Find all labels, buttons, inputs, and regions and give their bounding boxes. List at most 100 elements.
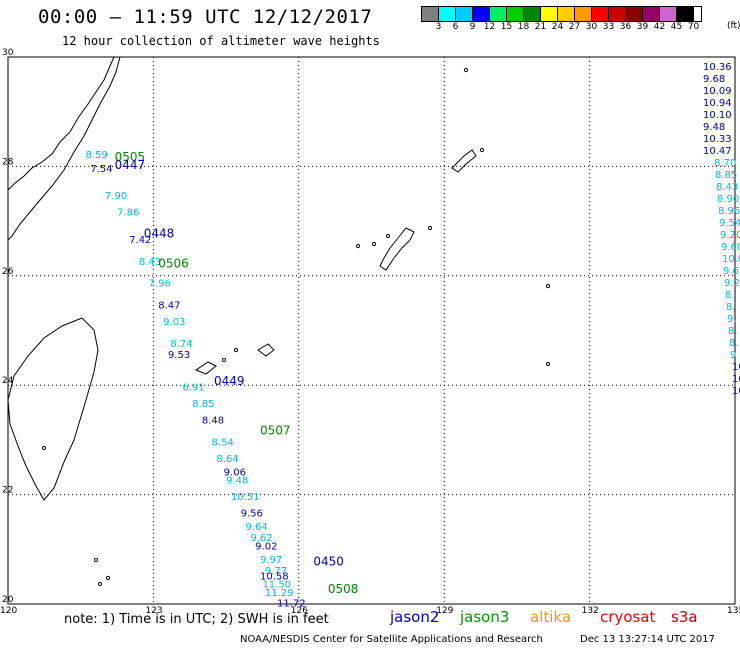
footer-organization: NOAA/NESDIS Center for Satellite Applica… (240, 634, 543, 645)
swh-value-label: 8. (729, 338, 739, 349)
lat-label: 24 (2, 376, 14, 386)
legend-swatch (609, 7, 626, 21)
lat-label: 20 (2, 595, 14, 605)
legend-label: 18 (517, 22, 530, 32)
lon-label: 126 (291, 606, 308, 616)
swh-value-label: 11.72 (277, 599, 306, 610)
legend-label: 30 (585, 22, 598, 32)
small-island (41, 445, 47, 451)
small-island (545, 361, 551, 367)
page-title: 00:00 – 11:59 UTC 12/12/2017 (38, 6, 373, 28)
legend-label: 70 (687, 22, 700, 32)
pass-time-label: 0450 (313, 555, 344, 569)
ishigaki-island (194, 361, 217, 375)
swh-value-label: 8.47 (158, 301, 180, 312)
swh-value-label: 10 (732, 362, 740, 373)
legend-label: 21 (534, 22, 547, 32)
legend-swatch (643, 7, 660, 21)
lat-label: 30 (2, 48, 14, 58)
legend-swatch (456, 7, 473, 21)
swh-value-label: 8.59 (86, 150, 108, 161)
small-island (93, 557, 99, 563)
footer-timestamp: Dec 13 13:27:14 UTC 2017 (580, 634, 715, 645)
swh-value-label: 10.0 (722, 254, 740, 265)
legend-unit: (ft) (727, 21, 740, 31)
legend-swatch (575, 7, 592, 21)
small-island (427, 225, 433, 231)
swh-value-label: 11.29 (265, 588, 294, 599)
legend-label: 45 (670, 22, 683, 32)
swh-value-label: 9.97 (260, 555, 282, 566)
satellite-altika: altika (530, 608, 572, 626)
legend-swatch (541, 7, 558, 21)
miyako-island (257, 343, 275, 357)
small-island (463, 67, 469, 73)
swh-value-label: 9 (730, 350, 736, 361)
swh-value-label: 8.43 (716, 182, 738, 193)
legend-swatch (626, 7, 643, 21)
pass-time-label: 0447 (115, 158, 146, 172)
swh-value-label: 9.03 (163, 317, 185, 328)
swh-value-label: 8.74 (170, 339, 192, 350)
swh-value-label: 9.2 (724, 278, 740, 289)
color-legend: 3 6 9 12 15 18 21 24 27 30 33 36 39 42 45 70 (ft) (421, 6, 740, 32)
legend-swatch (524, 7, 541, 21)
swh-value-label: 10.47 (703, 146, 732, 157)
swh-value-label: 8.54 (212, 437, 234, 448)
swh-value-label: 10 (732, 374, 740, 385)
legend-label: 39 (636, 22, 649, 32)
small-island (105, 575, 111, 581)
legend-label: 6 (452, 22, 459, 32)
swh-value-label: 9.77 (265, 566, 287, 577)
lon-label: 123 (145, 606, 162, 616)
legend-swatch (473, 7, 490, 21)
lat-label: 22 (2, 486, 13, 496)
legend-label: 33 (602, 22, 615, 32)
swh-value-label: 8. (725, 290, 735, 301)
swh-value-label: 9.56 (241, 508, 263, 519)
swh-value-label: 9.54 (719, 218, 740, 229)
legend-label: 42 (653, 22, 666, 32)
small-island (371, 241, 377, 247)
swh-value-label: 10.94 (703, 98, 732, 109)
small-island (233, 347, 239, 353)
swh-value-label: 9.02 (255, 541, 277, 552)
china-coast (7, 56, 121, 242)
swh-value-label: 10.33 (703, 134, 732, 145)
lon-label: 135 (727, 606, 740, 616)
pass-time-label: 0507 (260, 423, 291, 437)
swh-value-label: 8.85 (192, 399, 214, 410)
satellite-jason2: jason2 (390, 608, 440, 626)
pass-time-label: 0448 (144, 227, 175, 241)
satellite-jason3: jason3 (460, 608, 510, 626)
small-island (97, 581, 103, 587)
okinawa-island (379, 227, 415, 271)
legend-swatch (507, 7, 524, 21)
swh-value-label: 9.53 (168, 350, 190, 361)
lon-label: 132 (582, 606, 599, 616)
small-island (355, 243, 361, 249)
legend-label: 12 (483, 22, 496, 32)
swh-value-label: 8.90 (717, 194, 739, 205)
swh-value-label: 10.09 (703, 86, 732, 97)
swh-value-label: 8.64 (216, 454, 238, 465)
swh-value-label: 9.6 (723, 266, 739, 277)
swh-value-label: 9.20 (720, 230, 740, 241)
swh-value-label: 9.48 (703, 122, 725, 133)
lon-label: 129 (436, 606, 453, 616)
swh-value-label: 8.70 (714, 158, 736, 169)
footer-note: note: 1) Time is in UTC; 2) SWH is in fe… (64, 612, 329, 627)
swh-value-label: 8.96 (718, 206, 740, 217)
pass-time-label: 0449 (214, 374, 245, 388)
legend-swatch (592, 7, 609, 21)
map-frame (7, 56, 736, 605)
legend-label: 9 (469, 22, 476, 32)
swh-value-label: 8.85 (715, 170, 737, 181)
satellite-s3a: s3a (671, 608, 698, 626)
swh-value-label: 7.90 (105, 191, 127, 202)
amami-island (451, 149, 477, 173)
swh-value-label: 10.58 (260, 571, 289, 582)
swh-value-label: 8. (726, 302, 736, 313)
swh-value-label: 8.48 (202, 415, 224, 426)
